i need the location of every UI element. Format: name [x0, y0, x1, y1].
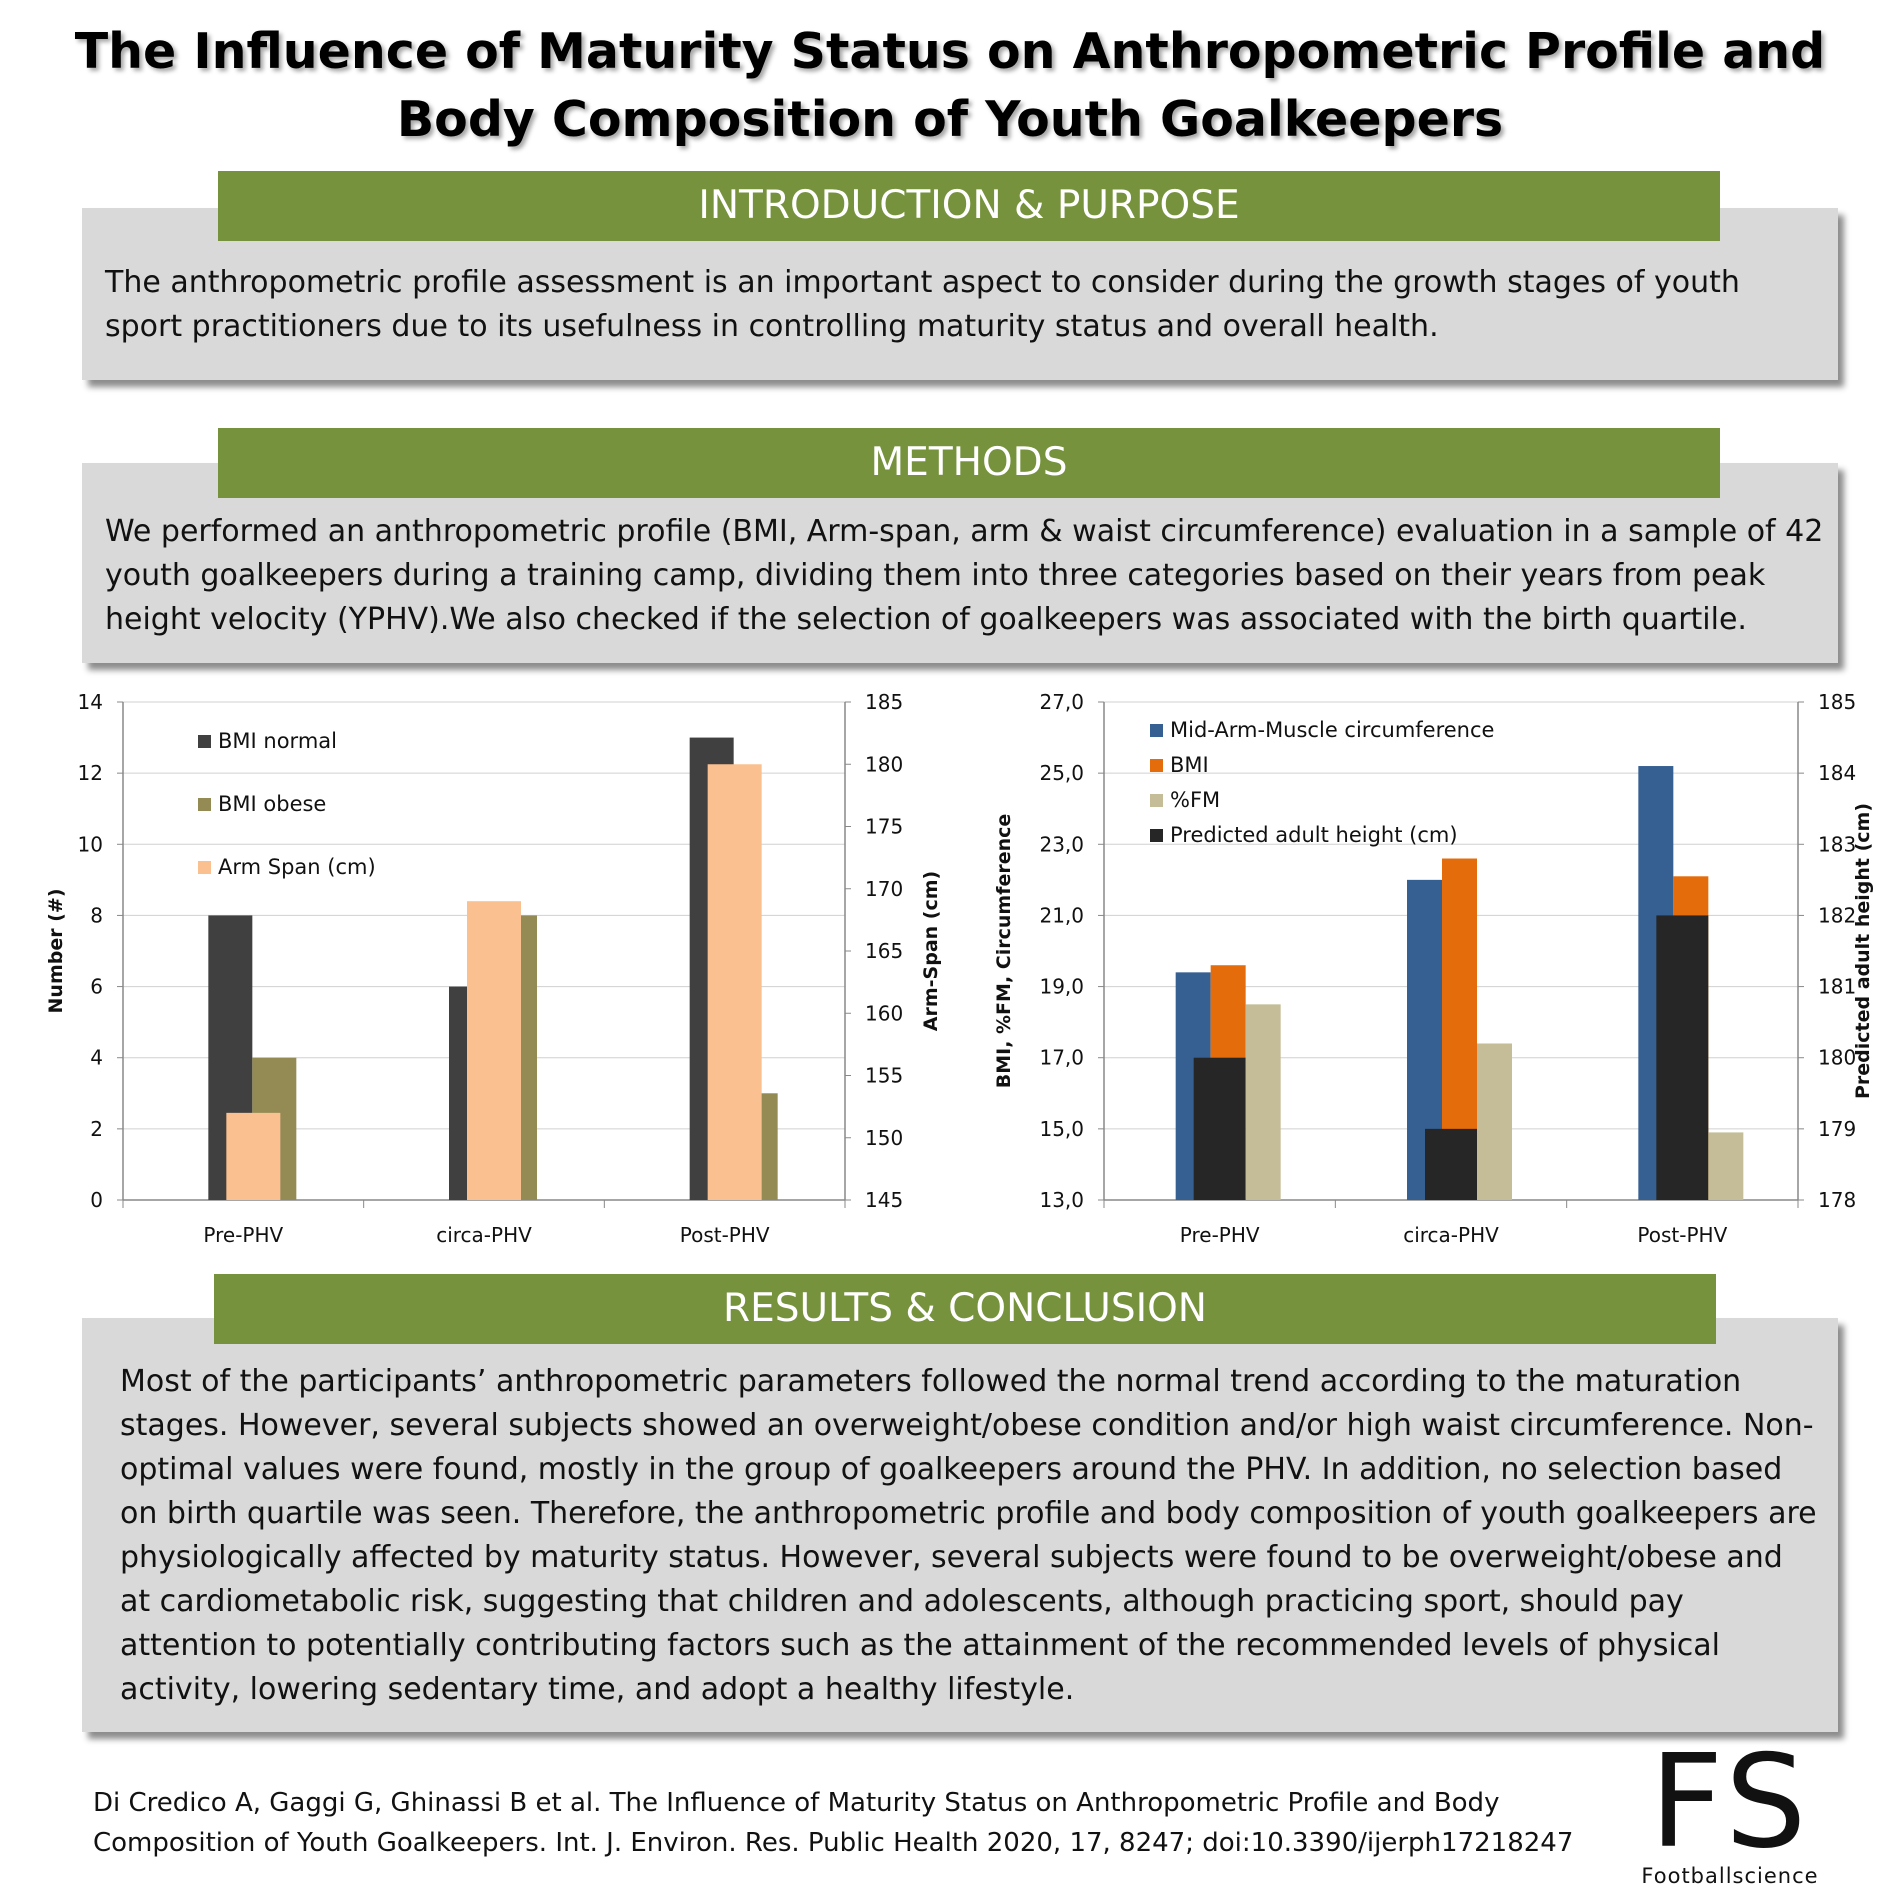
y2-tick-label: 150	[865, 1126, 903, 1150]
legend-label: Arm Span (cm)	[218, 855, 376, 879]
y-tick-label: 14	[78, 690, 103, 714]
x-tick-label: Post-PHV	[680, 1223, 770, 1247]
y-axis-label: BMI, %FM, Circumference	[993, 814, 1015, 1089]
legend-label: Mid-Arm-Muscle circumference	[1170, 718, 1494, 742]
bar-predicted-adult-height-cm	[1656, 915, 1709, 1200]
y-tick-label: 8	[90, 903, 103, 927]
y2-tick-label: 175	[865, 815, 903, 839]
x-tick-label: Pre-PHV	[203, 1223, 283, 1247]
y-tick-label: 0	[90, 1188, 103, 1212]
y2-tick-label: 181	[1818, 975, 1856, 999]
y2-tick-label: 180	[865, 752, 903, 776]
y-tick-label: 13,0	[1039, 1188, 1084, 1212]
y2-tick-label: 182	[1818, 903, 1856, 927]
results-heading: RESULTS & CONCLUSION	[214, 1274, 1716, 1344]
bar--fm	[1477, 1043, 1512, 1200]
legend-label: Predicted adult height (cm)	[1170, 823, 1458, 847]
logo-name: Footballscience	[1641, 1864, 1819, 1888]
x-tick-label: circa-PHV	[436, 1223, 532, 1247]
y2-tick-label: 184	[1818, 761, 1856, 785]
legend-label: BMI normal	[218, 729, 337, 753]
bar-predicted-adult-height-cm	[1425, 1128, 1477, 1200]
poster-title: The Influence of Maturity Status on Anth…	[74, 23, 1826, 148]
y-axis-label: Number (#)	[45, 889, 67, 1014]
y2-axis-label: Arm-Span (cm)	[920, 871, 942, 1031]
y-tick-label: 15,0	[1039, 1117, 1084, 1141]
y2-tick-label: 179	[1818, 1117, 1856, 1141]
y2-tick-label: 160	[865, 1001, 903, 1025]
y-tick-label: 6	[90, 975, 103, 999]
y-tick-label: 27,0	[1039, 690, 1084, 714]
legend-swatch	[1150, 829, 1163, 842]
y-tick-label: 21,0	[1039, 903, 1084, 927]
y-tick-label: 2	[90, 1117, 103, 1141]
chart-body-composition: 13,0 15,0 17,0 19,0 21,0 23,0 25,0 27,0 178 179 18…	[993, 690, 1874, 1247]
y2-tick-label: 185	[1818, 690, 1856, 714]
bar--fm	[1708, 1132, 1744, 1200]
legend-label: BMI	[1170, 753, 1209, 777]
bar-predicted-adult-height-cm	[1193, 1057, 1246, 1200]
y-tick-label: 10	[78, 832, 103, 856]
results-text: Most of the participants’ anthropometric…	[120, 1364, 1817, 1707]
y2-tick-label: 170	[865, 877, 903, 901]
y2-axis-label: Predicted adult height (cm)	[1852, 803, 1874, 1099]
legend-label: BMI obese	[218, 792, 326, 816]
y2-tick-label: 183	[1818, 832, 1856, 856]
y-tick-label: 25,0	[1039, 761, 1084, 785]
bar--fm	[1245, 1004, 1281, 1200]
legend-label: %FM	[1170, 788, 1220, 812]
y2-tick-label: 178	[1818, 1188, 1856, 1212]
y-tick-label: 19,0	[1039, 975, 1084, 999]
legend-swatch	[1150, 794, 1163, 807]
y-tick-label: 12	[78, 761, 103, 785]
y2-tick-label: 180	[1818, 1046, 1856, 1070]
y-tick-label: 23,0	[1039, 832, 1084, 856]
results-panel	[82, 1318, 1838, 1732]
y2-tick-label: 145	[865, 1188, 903, 1212]
y2-tick-label: 165	[865, 939, 903, 963]
legend-swatch	[1150, 724, 1163, 737]
legend-swatch	[198, 735, 211, 748]
bar-arm-span-cm	[707, 764, 762, 1200]
x-tick-label: circa-PHV	[1403, 1223, 1499, 1247]
x-tick-label: Pre-PHV	[1180, 1223, 1260, 1247]
methods-text: We performed an anthropometric profile (…	[105, 514, 1824, 637]
legend-swatch	[198, 861, 211, 874]
bar-arm-span-cm	[226, 1112, 281, 1200]
legend-swatch	[198, 798, 211, 811]
citation: Di Credico A, Gaggi G, Ghinassi B et al.…	[93, 1788, 1574, 1858]
intro-heading: INTRODUCTION & PURPOSE	[218, 171, 1720, 241]
footballscience-logo: FS Footballscience	[1620, 1738, 1840, 1890]
methods-heading: METHODS	[218, 428, 1720, 498]
y2-tick-label: 185	[865, 690, 903, 714]
chart-bmi-armspan: 0 2 4 6 8 10 12 14 145 150 155 160 165 170 175 180 185 Pr…	[45, 690, 942, 1247]
y-tick-label: 4	[90, 1046, 103, 1070]
y2-tick-label: 155	[865, 1064, 903, 1088]
y-tick-label: 17,0	[1039, 1046, 1084, 1070]
bar-arm-span-cm	[467, 901, 521, 1200]
x-tick-label: Post-PHV	[1637, 1223, 1727, 1247]
intro-text: The anthropometric profile assessment is…	[105, 265, 1740, 344]
logo-mark: FS	[1649, 1728, 1811, 1877]
legend-swatch	[1150, 759, 1163, 772]
